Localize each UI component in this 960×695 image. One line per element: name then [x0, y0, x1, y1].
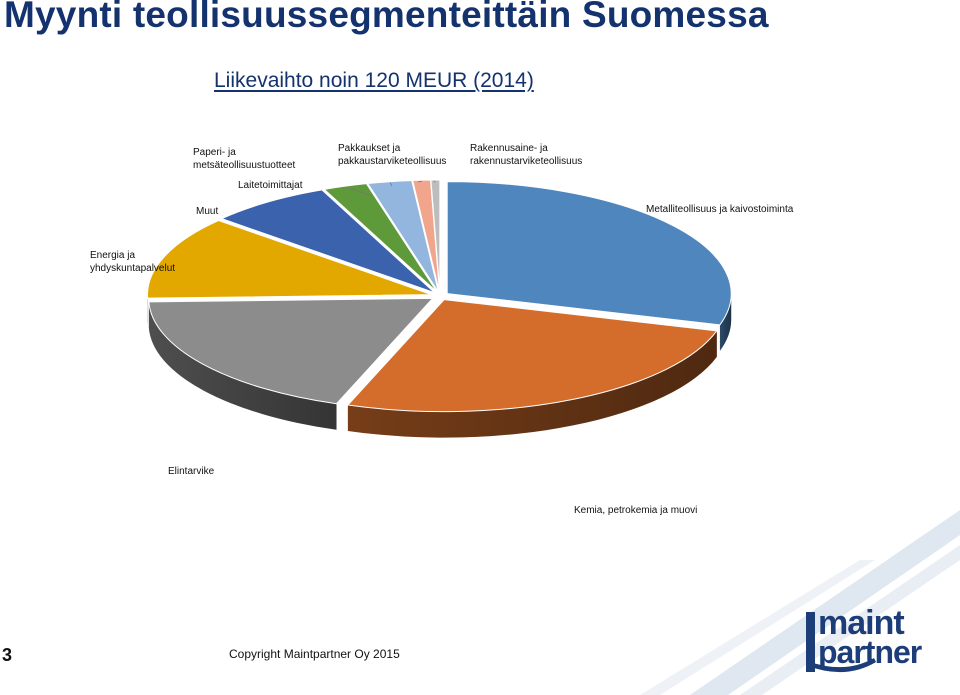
maintpartner-logo: maint partner: [806, 606, 936, 678]
pie-slice-label: Elintarvike: [168, 466, 215, 477]
pie-slice: [430, 179, 441, 292]
pie-slice-label: Laitetoimittajat: [238, 180, 303, 191]
label-leader-line: [345, 186, 373, 197]
pie-slice-label: Rakennusaine- ja rakennustarviketeollisuu…: [470, 143, 582, 167]
logo-swoosh-icon: [806, 612, 876, 673]
page-title: Myynti teollisuussegmenteittäin Suomessa: [4, 0, 769, 35]
pie-slice-side-shade: [148, 301, 337, 430]
pie-slice-label: Paperi- ja metsäteollisuustuotteet: [193, 147, 296, 171]
pie-slice: [147, 220, 432, 299]
label-leader-line: [417, 180, 422, 183]
page-number: 3: [2, 645, 13, 665]
pie-slice: [366, 179, 439, 293]
pie-slice-label: Energia ja yhdyskuntapalvelut: [90, 250, 175, 274]
pie-slice-label: Kemia, petrokemia ja muovi: [574, 505, 697, 516]
pie-slice-side-shade: [347, 330, 717, 438]
pie-slice-label: Muut: [196, 206, 218, 217]
label-leader-line: [433, 180, 436, 183]
pie-slice: [346, 299, 718, 413]
pie-slice: [323, 183, 438, 293]
pie-slice-label: Metalliteollisuus ja kaivostoiminta: [646, 204, 794, 215]
pie-slice-label: Pakkaukset ja pakkaustarviketeollisuus: [338, 143, 446, 167]
logo-text-maint: maint: [818, 604, 905, 642]
page-subtitle: Liikevaihto noin 120 MEUR (2014): [214, 69, 534, 92]
copyright-text: Copyright Maintpartner Oy 2015: [229, 647, 400, 661]
pie-slice: [220, 189, 436, 294]
logo-text-partner: partner: [818, 634, 922, 670]
pie-slice: [148, 297, 434, 405]
pie-slice: [446, 181, 732, 326]
label-leader-line: [389, 182, 393, 187]
pie-slice-side-shade: [719, 293, 732, 351]
